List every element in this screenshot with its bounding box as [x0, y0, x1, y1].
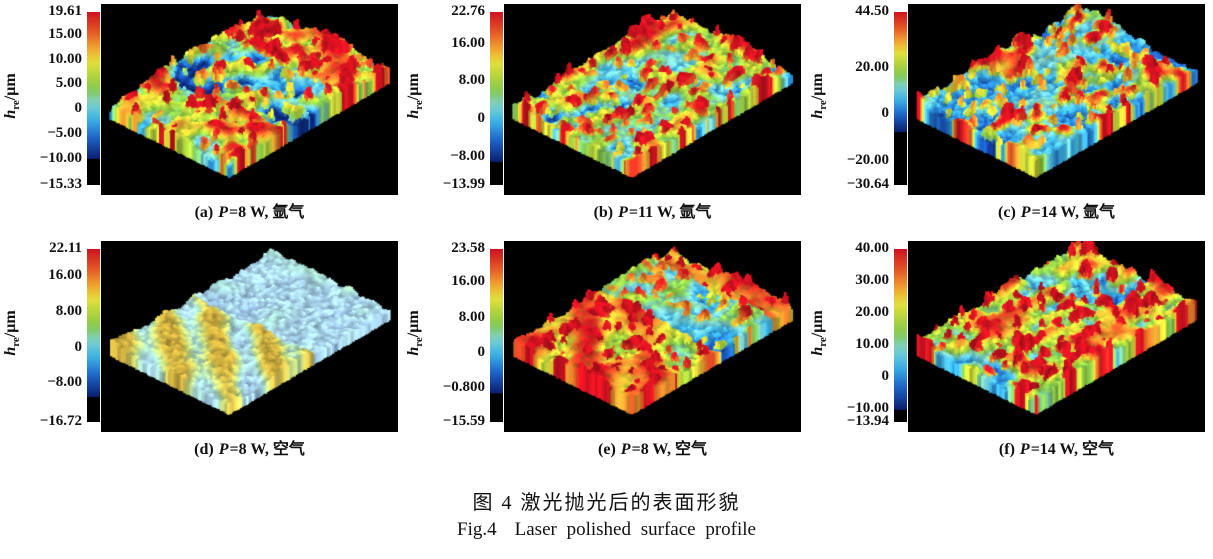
caption-condition: =14 W, 氩气: [1031, 204, 1115, 221]
colorbar-tick-label: −0.800: [442, 379, 485, 396]
surface-3d-image-b: [504, 4, 801, 195]
colorbar-tick-label: −13.94: [846, 413, 889, 429]
caption-condition: =8 W, 氩气: [229, 204, 305, 221]
figure-caption: 图 4 激光抛光后的表面形貌 Fig.4 Laser polished surfa…: [0, 486, 1213, 541]
colorbar-tick-label: 5.00: [55, 75, 82, 92]
figure-caption-zh: 图 4 激光抛光后的表面形貌: [472, 492, 741, 514]
surface-3d-image-d: [101, 241, 398, 432]
figure-caption-en-text: Laser polished surface profile: [514, 519, 756, 540]
caption-power-symbol: P: [218, 441, 229, 458]
colorbar-tick-labels: 22.76 16.00 8.00 0 −8.00 −13.99: [403, 4, 487, 192]
figure-panel-e: hre/μm 23.58 16.00 8.00 0 −0.800 −15.59 (e) P…: [403, 237, 807, 474]
panel-caption-e: (e) P=8 W, 空气: [504, 435, 801, 459]
caption-index: (f): [998, 441, 1019, 458]
figure-panel-d: hre/μm 22.11 16.00 8.00 0 −8.00 −16.72 (d) P=…: [0, 237, 403, 474]
figure-panel-b: hre/μm 22.76 16.00 8.00 0 −8.00 −13.99 (b) P=…: [403, 0, 807, 237]
colorbar-tick-label: 20.00: [855, 59, 889, 76]
colorbar-tick-label: 20.00: [855, 304, 889, 321]
caption-index: (e): [598, 441, 620, 458]
colorbar-tick-label: 10.00: [855, 336, 889, 353]
colorbar-tick-label: 8.00: [55, 302, 82, 319]
colorbar-tick-label: −15.33: [39, 176, 82, 192]
colorbar-tick-label: 16.00: [451, 273, 485, 290]
colorbar: [87, 12, 100, 185]
colorbar: [490, 12, 503, 185]
caption-power-symbol: P: [618, 204, 628, 221]
colorbar-tick-label: 8.00: [458, 72, 485, 89]
colorbar-tick-label: 0: [477, 344, 486, 361]
colorbar-tick-label: −13.99: [442, 176, 485, 192]
colorbar-tick-label: −15.59: [442, 413, 485, 429]
colorbar-tick-labels: 40.00 30.00 20.00 10.00 0 −10.00 −13.94: [807, 241, 891, 429]
colorbar-tick-label: 0: [881, 105, 890, 122]
caption-index: (d): [194, 441, 218, 458]
colorbar-tick-label: 19.61: [48, 3, 82, 19]
colorbar-tick-labels: 23.58 16.00 8.00 0 −0.800 −15.59: [403, 241, 487, 429]
colorbar-tick-label: −30.64: [846, 176, 889, 192]
colorbar-tick-label: 30.00: [855, 272, 889, 289]
surface-image-box: [908, 4, 1205, 195]
caption-condition: =8 W, 空气: [631, 441, 707, 458]
colorbar: [490, 249, 503, 422]
surface-3d-image-c: [908, 4, 1205, 195]
colorbar-tick-label: −10.00: [39, 149, 82, 166]
colorbar-tick-label: −10.00: [846, 400, 889, 417]
figure-panel-c: hre/μm 44.50 20.00 0 −20.00 −30.64 (c) P=14 …: [807, 0, 1213, 237]
surface-image-box: [101, 241, 398, 432]
figure-panel-f: hre/μm 40.00 30.00 20.00 10.00 0 −10.00 −13.94…: [807, 237, 1213, 474]
colorbar: [894, 12, 907, 185]
caption-power-symbol: P: [620, 441, 631, 458]
surface-3d-image-a: [101, 4, 398, 195]
caption-index: (a): [194, 204, 218, 221]
colorbar-tick-label: 16.00: [451, 34, 485, 51]
caption-power-symbol: P: [1020, 204, 1031, 221]
surface-3d-image-e: [504, 241, 801, 432]
figure-caption-en-number: Fig.4: [457, 519, 497, 540]
caption-power-symbol: P: [1019, 441, 1030, 458]
caption-condition: =11 W, 氩气: [628, 204, 712, 221]
colorbar-tick-label: 8.00: [458, 308, 485, 325]
colorbar-tick-label: 0: [74, 338, 83, 355]
caption-power-symbol: P: [218, 204, 229, 221]
colorbar-tick-label: 0: [881, 368, 890, 385]
colorbar-tick-label: 0: [477, 110, 486, 127]
panel-caption-d: (d) P=8 W, 空气: [101, 435, 398, 459]
colorbar-tick-label: −16.72: [39, 413, 82, 429]
panel-caption-c: (c) P=14 W, 氩气: [908, 198, 1205, 222]
surface-image-box: [908, 241, 1205, 432]
colorbar-tick-labels: 19.61 15.00 10.00 5.00 0 −5.00 −10.00 −15.33: [0, 4, 84, 192]
colorbar-tick-label: −5.00: [47, 124, 82, 141]
surface-3d-image-f: [908, 241, 1205, 432]
colorbar-tick-label: 0: [74, 100, 83, 117]
colorbar-tick-label: −8.00: [47, 374, 82, 391]
panel-caption-a: (a) P=8 W, 氩气: [101, 198, 398, 222]
surface-image-box: [101, 4, 398, 195]
figure-caption-en: Fig.4 Laser polished surface profile: [0, 519, 1213, 541]
panel-caption-b: (b) P=11 W, 氩气: [504, 198, 801, 222]
colorbar-tick-labels: 22.11 16.00 8.00 0 −8.00 −16.72: [0, 241, 84, 429]
panel-caption-f: (f) P=14 W, 空气: [908, 435, 1205, 459]
colorbar-tick-label: 22.11: [49, 240, 82, 256]
colorbar-tick-label: 10.00: [48, 50, 82, 67]
colorbar-tick-labels: 44.50 20.00 0 −20.00 −30.64: [807, 4, 891, 192]
figure-panel-grid: hre/μm 19.61 15.00 10.00 5.00 0 −5.00 −10.00 −1…: [0, 0, 1213, 474]
colorbar-tick-label: 40.00: [855, 240, 889, 256]
colorbar-tick-label: 22.76: [451, 3, 485, 19]
caption-index: (b): [593, 204, 618, 221]
colorbar-tick-label: 16.00: [48, 267, 82, 284]
surface-image-box: [504, 4, 801, 195]
colorbar-tick-label: 44.50: [855, 3, 889, 19]
colorbar: [87, 249, 100, 422]
colorbar-tick-label: 15.00: [48, 25, 82, 42]
colorbar-tick-label: −20.00: [846, 151, 889, 168]
caption-condition: =14 W, 空气: [1030, 441, 1115, 458]
caption-condition: =8 W, 空气: [229, 441, 305, 458]
colorbar-tick-label: −8.00: [450, 147, 485, 164]
figure-panel-a: hre/μm 19.61 15.00 10.00 5.00 0 −5.00 −10.00 −1…: [0, 0, 403, 237]
caption-index: (c): [998, 204, 1020, 221]
colorbar-tick-label: 23.58: [451, 240, 485, 256]
surface-image-box: [504, 241, 801, 432]
colorbar: [894, 249, 907, 422]
